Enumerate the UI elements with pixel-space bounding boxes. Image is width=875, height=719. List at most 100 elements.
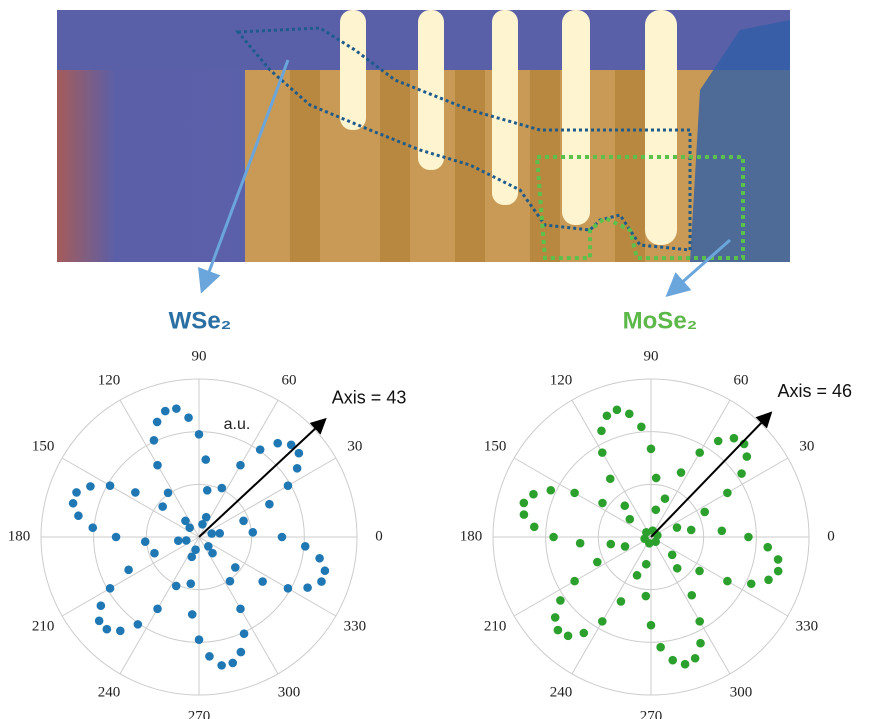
axis-arrow [199, 421, 324, 537]
data-point [647, 444, 656, 453]
data-point [198, 520, 207, 529]
data-point [695, 448, 704, 457]
data-point [195, 635, 204, 644]
angle-tick-label: 0 [375, 528, 383, 544]
data-point [161, 407, 170, 416]
data-point [185, 523, 194, 532]
data-point [520, 499, 529, 508]
data-point [598, 448, 607, 457]
data-point [236, 605, 245, 614]
figure: WSe₂0306090120150180210240270300330a.u.A… [0, 0, 875, 719]
data-point [86, 482, 95, 491]
data-point [597, 426, 606, 435]
data-point [633, 571, 642, 580]
data-point [153, 605, 162, 614]
data-point [743, 452, 752, 461]
data-point [124, 566, 133, 575]
data-point [204, 542, 213, 551]
data-point [231, 563, 240, 572]
angle-tick-label: 150 [32, 438, 55, 454]
grid-spoke [572, 400, 651, 537]
data-point [737, 469, 746, 478]
data-point [652, 505, 661, 514]
data-point [763, 543, 772, 552]
axis-annotation: Axis = 46 [778, 381, 853, 401]
data-point [215, 529, 224, 538]
grid-spoke [514, 537, 651, 616]
data-point [265, 500, 274, 509]
polar-chart: WSe₂0306090120150180210240270300330a.u.A… [8, 307, 407, 719]
angle-tick-label: 90 [644, 348, 659, 364]
data-point [673, 523, 682, 532]
data-point [191, 545, 200, 554]
data-point [153, 418, 162, 427]
grid-spoke [199, 458, 336, 537]
data-point [529, 490, 538, 499]
data-point [554, 626, 563, 635]
data-point [617, 597, 626, 606]
data-point [315, 554, 324, 563]
angle-tick-label: 90 [192, 348, 207, 364]
angle-tick-label: 30 [347, 438, 362, 454]
data-point [188, 610, 197, 619]
data-point [652, 474, 661, 483]
data-point [598, 617, 607, 626]
data-point [695, 617, 704, 626]
data-point [112, 533, 121, 542]
data-point [97, 601, 106, 610]
angle-tick-label: 0 [827, 528, 835, 544]
data-point [744, 533, 753, 542]
data-point [593, 558, 602, 567]
data-point [236, 461, 245, 470]
angle-tick-label: 60 [734, 373, 749, 389]
data-point [598, 499, 607, 508]
data-point [668, 656, 677, 665]
angle-tick-label: 270 [640, 708, 663, 719]
data-point [691, 654, 700, 663]
data-point [613, 406, 622, 415]
angle-tick-label: 180 [8, 528, 31, 544]
data-point [718, 527, 727, 536]
data-point [195, 430, 204, 439]
data-point [651, 537, 660, 546]
data-point [603, 411, 612, 420]
data-point [673, 564, 682, 573]
data-point [203, 486, 212, 495]
data-point [103, 625, 112, 634]
data-point [226, 577, 235, 586]
data-point [131, 488, 140, 497]
data-point [556, 596, 565, 605]
data-point [153, 461, 162, 470]
data-point [695, 567, 704, 576]
data-point [579, 629, 588, 638]
data-point [228, 659, 237, 668]
angle-tick-label: 300 [278, 684, 301, 700]
data-point [647, 621, 656, 630]
data-point [576, 539, 585, 548]
grid-spoke [572, 537, 651, 674]
angle-tick-label: 210 [484, 618, 507, 634]
data-point [88, 523, 97, 532]
data-point [106, 481, 115, 490]
data-point [625, 410, 634, 419]
data-point [637, 423, 646, 432]
grid-spoke [62, 537, 199, 616]
data-point [621, 542, 630, 551]
grid-spoke [199, 537, 336, 616]
angle-tick-label: 240 [550, 684, 573, 700]
data-point [520, 510, 529, 519]
data-point [642, 592, 651, 601]
data-point [239, 516, 248, 525]
data-point [700, 508, 709, 517]
data-point [240, 629, 249, 638]
data-point [150, 436, 159, 445]
data-point [106, 584, 115, 593]
data-point [158, 502, 167, 511]
data-point [607, 540, 616, 549]
angle-tick-label: 330 [344, 618, 367, 634]
data-point [184, 413, 193, 422]
data-point [764, 575, 773, 584]
data-point [661, 494, 670, 503]
data-point [141, 537, 150, 546]
data-point [164, 488, 173, 497]
